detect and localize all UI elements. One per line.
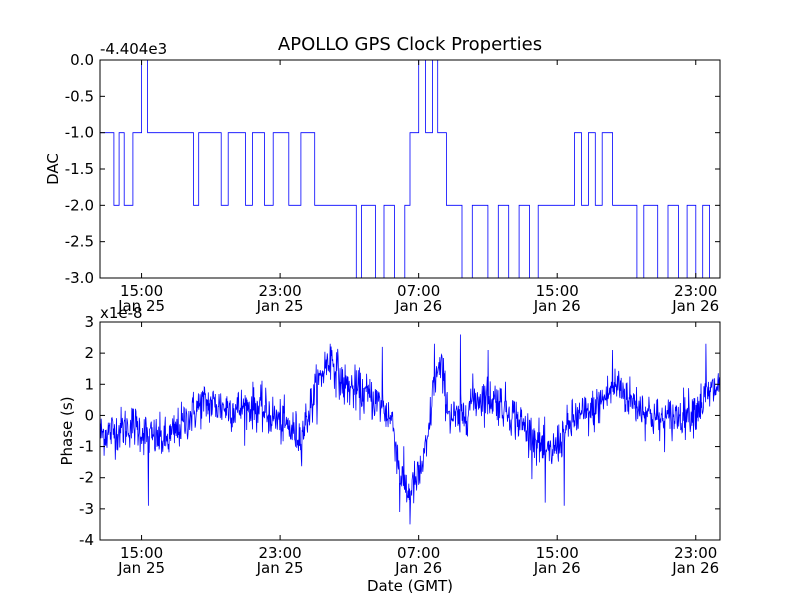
phase-xtick-date: Jan 25	[117, 559, 165, 577]
phase-xtick-time: 15:00	[536, 544, 579, 562]
phase-xtick-time: 23:00	[258, 544, 301, 562]
dac-series-line	[100, 59, 720, 279]
dac-ytick-label: -0.5	[65, 87, 94, 105]
dac-xtick-date: Jan 26	[671, 297, 719, 315]
dac-xtick-time: 07:00	[397, 282, 440, 300]
phase-axes-frame	[99, 321, 721, 541]
dac-xtick-date: Jan 25	[256, 297, 304, 315]
phase-ytick-label: -3	[79, 500, 94, 518]
dac-xtick-time: 15:00	[536, 282, 579, 300]
phase-ytick-label: -2	[79, 469, 94, 487]
dac-xtick-date: Jan 25	[117, 297, 165, 315]
phase-ytick-label: 0	[84, 406, 94, 424]
dac-ytick-label: -2.0	[65, 196, 94, 214]
chart-title: APOLLO GPS Clock Properties	[278, 34, 542, 55]
dac-xtick-date: Jan 26	[533, 297, 581, 315]
phase-y-axis-label: Phase (s)	[58, 396, 76, 465]
phase-xtick-time: 23:00	[674, 544, 717, 562]
phase-xtick-time: 07:00	[397, 544, 440, 562]
x-axis-label: Date (GMT)	[367, 577, 453, 595]
phase-ytick-label: -4	[79, 531, 94, 549]
dac-ytick-label: -3.0	[65, 269, 94, 287]
dac-offset-label: -4.404e3	[100, 40, 167, 58]
dac-ytick-label: -2.5	[65, 233, 94, 251]
phase-ytick-label: 1	[84, 375, 94, 393]
phase-series-line	[99, 334, 721, 525]
phase-xtick-date: Jan 26	[533, 559, 581, 577]
dac-ytick-label: 0.0	[70, 51, 94, 69]
phase-ytick-label: -1	[79, 438, 94, 456]
dac-xtick-date: Jan 26	[394, 297, 442, 315]
phase-offset-label: x1e-8	[100, 304, 143, 322]
phase-xtick-date: Jan 26	[671, 559, 719, 577]
phase-xtick-date: Jan 26	[394, 559, 442, 577]
dac-xtick-time: 23:00	[674, 282, 717, 300]
phase-xtick-time: 15:00	[120, 544, 163, 562]
dac-xtick-time: 15:00	[120, 282, 163, 300]
dac-ytick-label: -1.0	[65, 124, 94, 142]
phase-ytick-label: 3	[84, 313, 94, 331]
phase-ytick-label: 2	[84, 344, 94, 362]
phase-xtick-date: Jan 25	[256, 559, 304, 577]
dac-ytick-label: -1.5	[65, 160, 94, 178]
dac-y-axis-label: DAC	[44, 153, 62, 185]
dac-xtick-time: 23:00	[258, 282, 301, 300]
